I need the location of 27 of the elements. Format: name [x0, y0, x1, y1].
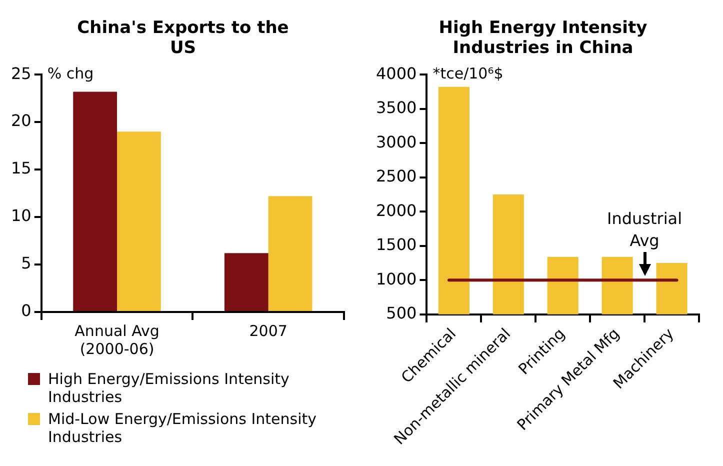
x-tick-label: 2007: [249, 322, 288, 340]
bar: [224, 253, 268, 311]
x-tick-label: Annual Avg (2000-06): [74, 322, 160, 358]
y-tick-label: 20: [11, 111, 32, 130]
ref-line-label: Industrial Avg: [606, 208, 684, 252]
y-axis-title: *tce/10⁶$: [432, 64, 504, 82]
y-tick-label: 2500: [376, 166, 417, 186]
y-tick-label: 4000: [376, 64, 417, 83]
y-tick-label: 5: [21, 254, 32, 273]
y-tick-label: 500: [386, 304, 417, 323]
legend-label: High Energy/Emissions Intensity Industries: [48, 370, 290, 406]
y-tick-label: 1000: [376, 269, 417, 288]
y-tick-label: 0: [21, 301, 32, 320]
chart-title: China's Exports to the US: [76, 18, 290, 58]
legend-label: Mid-Low Energy/Emissions Intensity Industries: [48, 410, 318, 446]
y-axis-title: % chg: [47, 64, 94, 82]
y-tick-label: 1500: [376, 235, 417, 254]
y-tick-label: 25: [11, 64, 32, 83]
y-tick-label: 15: [11, 158, 32, 178]
bar: [117, 132, 161, 311]
chart-title: High Energy Intensity Industries in China: [438, 18, 648, 58]
bar: [73, 92, 118, 311]
bar: [268, 196, 312, 311]
y-tick-label: 3000: [376, 132, 417, 152]
y-tick-label: 2000: [376, 200, 417, 220]
y-tick-label: 10: [11, 206, 32, 226]
y-tick-label: 3500: [376, 98, 417, 118]
